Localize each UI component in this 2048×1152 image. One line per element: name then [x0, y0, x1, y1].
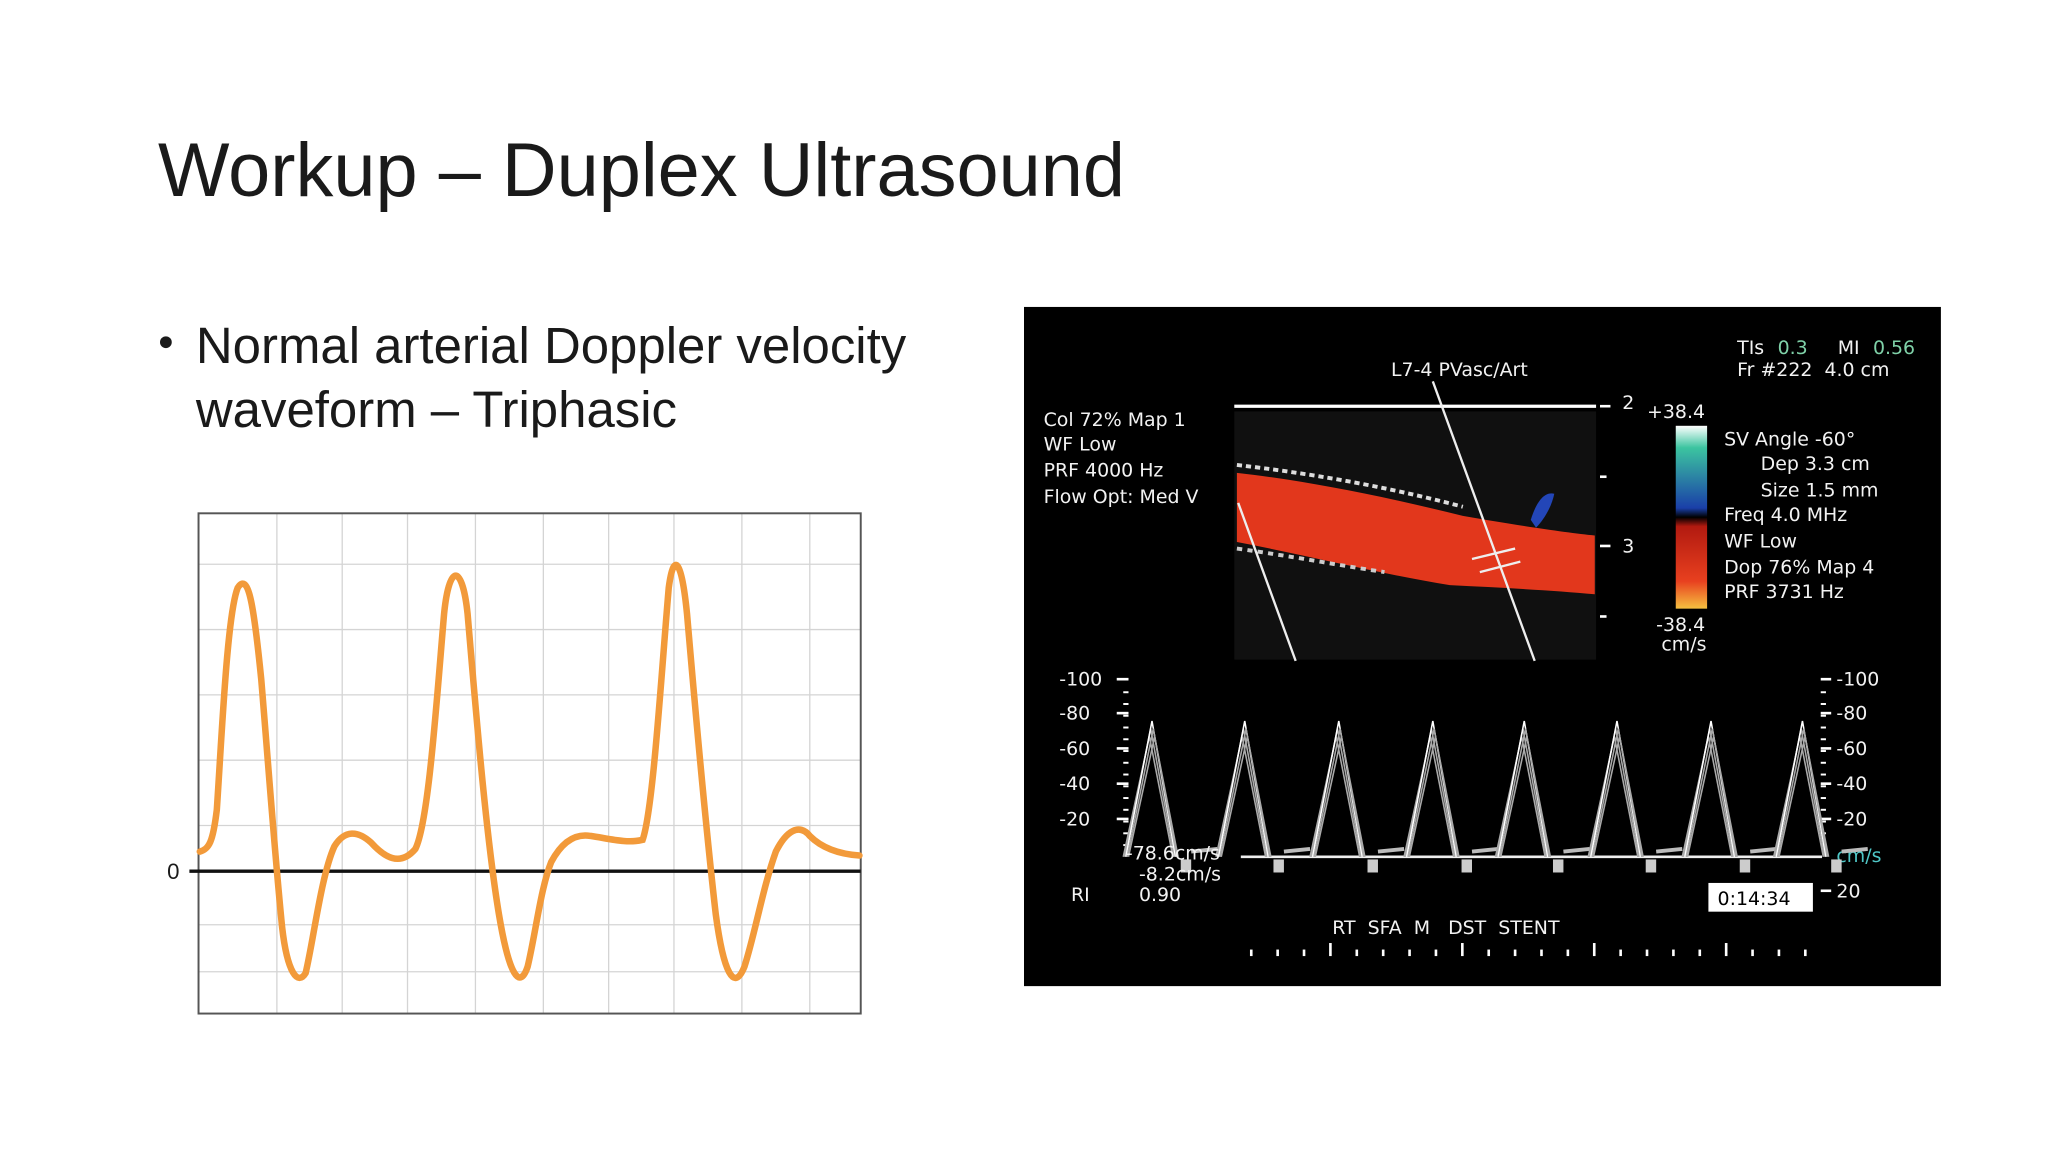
spectral-envelope [1775, 720, 1827, 857]
color-scale-unit: cm/s [1661, 633, 1706, 655]
doppler-setting: Freq 4.0 MHz [1724, 504, 1847, 526]
diastolic-trace [1283, 847, 1311, 854]
doppler-setting: SV Angle -60° [1724, 428, 1855, 450]
reverse-flow-trace [1180, 859, 1192, 873]
doppler-setting: PRF 3731 Hz [1724, 581, 1844, 603]
spectral-envelope [1408, 736, 1460, 857]
reverse-flow-trace [1552, 859, 1564, 873]
reverse-flow-trace [1739, 859, 1751, 873]
doppler-setting: Dep 3.3 cm [1761, 453, 1870, 475]
spectral-envelope [1590, 720, 1642, 857]
steer-line [1237, 502, 1297, 662]
scale-label: -60 [1059, 738, 1090, 760]
probe-label: L7-4 PVasc/Art [1391, 359, 1528, 381]
scale-label: -100 [1059, 669, 1102, 691]
doppler-setting: Size 1.5 mm [1761, 479, 1879, 501]
grid [198, 513, 861, 1014]
timer-box [1708, 882, 1813, 912]
spectral-envelope [1220, 736, 1272, 857]
ultrasound-image: TIs 0.3 MI 0.56 Fr #222 4.0 cm L7-4 PVas… [1024, 306, 1941, 987]
spectral-envelope [1217, 720, 1270, 857]
diastolic-trace [1471, 847, 1499, 854]
diastolic-trace [1750, 847, 1777, 854]
scale-label: -80 [1836, 703, 1867, 725]
frame-info: Fr #222 4.0 cm [1737, 359, 1889, 381]
scale-label: -80 [1059, 703, 1090, 725]
bullet-text: waveform – Triphasic [195, 381, 677, 438]
color-scale-bottom: -38.4 [1656, 614, 1705, 636]
vessel-wall [1236, 546, 1385, 575]
time-ticks [1249, 943, 1807, 957]
spectral-envelope [1125, 720, 1177, 857]
sample-gate [1471, 547, 1521, 574]
spectral-envelope [1314, 736, 1366, 857]
cursor-line [1431, 380, 1536, 662]
scale-label: -40 [1836, 773, 1867, 795]
spectral-envelope [1778, 736, 1830, 857]
timer: 0:14:34 [1718, 888, 1791, 910]
depth-mark: 2 [1622, 392, 1634, 414]
tis-label: TIs [1736, 337, 1764, 359]
mi-label: MI [1838, 337, 1860, 359]
slide-title: Workup – Duplex Ultrasound [158, 128, 1125, 213]
setting: WF Low [1044, 434, 1117, 456]
reverse-flow-trace [1367, 859, 1378, 873]
diastolic-trace [1190, 847, 1218, 854]
spectral-envelope [1592, 736, 1644, 857]
setting: PRF 4000 Hz [1044, 460, 1164, 482]
scale-label: -100 [1836, 669, 1879, 691]
velocity-below: 20 [1836, 880, 1860, 902]
reverse-flow-trace [1273, 859, 1284, 873]
spectral-envelope [1684, 720, 1736, 857]
chart-frame [197, 512, 862, 1015]
waveform-line [196, 561, 863, 982]
color-scale-top: +38.4 [1647, 401, 1705, 423]
waveform-chart: 0 [167, 512, 863, 1015]
scale-label: -20 [1059, 808, 1090, 830]
spectral-envelope [1499, 736, 1552, 857]
diastolic-trace [1841, 847, 1868, 854]
scale-label: -60 [1836, 738, 1867, 760]
reverse-flow [1530, 493, 1555, 528]
peak-velocity: -78.6cm/s [1126, 842, 1220, 864]
velocity-scale-right: -100 -80 -60 -40 -20 [1820, 669, 1879, 847]
scale-label: -20 [1836, 808, 1867, 830]
bullet-text: Normal arterial Doppler velocity [196, 317, 907, 374]
vessel-flow [1236, 472, 1595, 595]
doppler-spectrum [1122, 720, 1868, 873]
velocity-scale-left: -100 -80 -60 -40 -20 [1059, 669, 1129, 847]
color-bar [1675, 425, 1708, 609]
ri-value: 0.90 [1139, 884, 1181, 906]
reverse-flow-trace [1645, 859, 1657, 873]
depth-mark: 3 [1622, 535, 1634, 557]
reverse-flow-trace [1831, 859, 1842, 873]
min-velocity: -8.2cm/s [1139, 863, 1221, 885]
doppler-setting: Dop 76% Map 4 [1724, 556, 1874, 578]
setting: Col 72% Map 1 [1044, 409, 1186, 431]
scale-label: -40 [1059, 773, 1090, 795]
mi-value: 0.56 [1873, 337, 1915, 359]
tis-value: 0.3 [1778, 337, 1808, 359]
bullet-dot [160, 336, 172, 349]
setting: Flow Opt: Med V [1044, 486, 1199, 508]
spectral-envelope [1405, 720, 1458, 857]
zero-label: 0 [167, 859, 179, 884]
spectral-envelope [1311, 720, 1364, 857]
spectral-envelope [1127, 736, 1179, 857]
doppler-setting: WF Low [1724, 530, 1797, 552]
spectral-envelope [1497, 720, 1549, 857]
reverse-flow-trace [1461, 859, 1472, 873]
vessel-wall [1236, 463, 1464, 509]
diastolic-trace [1377, 847, 1405, 854]
spectral-envelope [1686, 736, 1738, 857]
diastolic-trace [1655, 847, 1683, 854]
ri-label: RI [1071, 884, 1090, 906]
annotation: RT SFA M DST STENT [1332, 917, 1560, 939]
diastolic-trace [1563, 847, 1590, 854]
